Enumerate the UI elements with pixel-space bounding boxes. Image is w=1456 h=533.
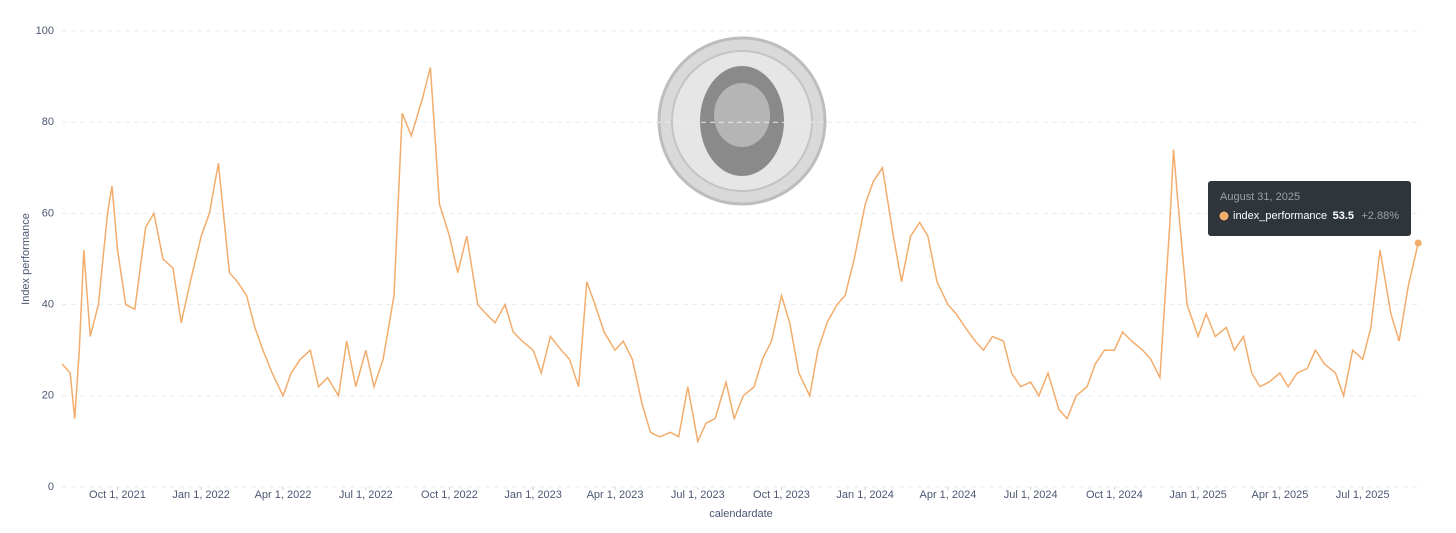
x-tick-label: Jul 1, 2023	[671, 489, 725, 501]
tooltip-value: 53.5	[1333, 210, 1354, 222]
x-tick-label: Oct 1, 2021	[89, 489, 146, 501]
tooltip-change: +2.88%	[1361, 210, 1399, 222]
y-tick-label: 40	[42, 299, 54, 311]
x-tick-label: Jul 1, 2022	[339, 489, 393, 501]
y-axis-label: Index performance	[20, 213, 32, 305]
y-tick-label: 80	[42, 116, 54, 128]
y-tick-label: 100	[36, 25, 54, 37]
y-tick-label: 20	[42, 390, 54, 402]
series-line	[61, 67, 1419, 444]
x-tick-label: Jul 1, 2025	[1336, 489, 1390, 501]
x-tick-label: Jan 1, 2025	[1169, 489, 1227, 501]
x-tick-label: Oct 1, 2022	[421, 489, 478, 501]
x-tick-label: Apr 1, 2024	[919, 489, 976, 501]
tooltip-series: index_performance	[1233, 210, 1327, 222]
x-tick-label: Apr 1, 2023	[587, 489, 644, 501]
x-tick-label: Oct 1, 2023	[753, 489, 810, 501]
y-tick-label: 0	[48, 481, 54, 493]
x-tick-label: Apr 1, 2025	[1251, 489, 1308, 501]
x-tick-label: Jan 1, 2023	[504, 489, 562, 501]
tooltip-date: August 31, 2025	[1220, 191, 1300, 203]
logo-coin	[657, 36, 827, 206]
tooltip: August 31, 2025 index_performance 53.5 +…	[1208, 181, 1411, 236]
x-tick-label: Apr 1, 2022	[255, 489, 312, 501]
x-axis-label: calendardate	[709, 508, 773, 520]
x-tick-label: Jan 1, 2024	[836, 489, 894, 501]
x-tick-label: Jan 1, 2022	[172, 489, 230, 501]
hover-point	[1414, 239, 1422, 247]
y-tick-label: 60	[42, 207, 54, 219]
x-tick-label: Oct 1, 2024	[1086, 489, 1143, 501]
x-tick-label: Jul 1, 2024	[1004, 489, 1058, 501]
